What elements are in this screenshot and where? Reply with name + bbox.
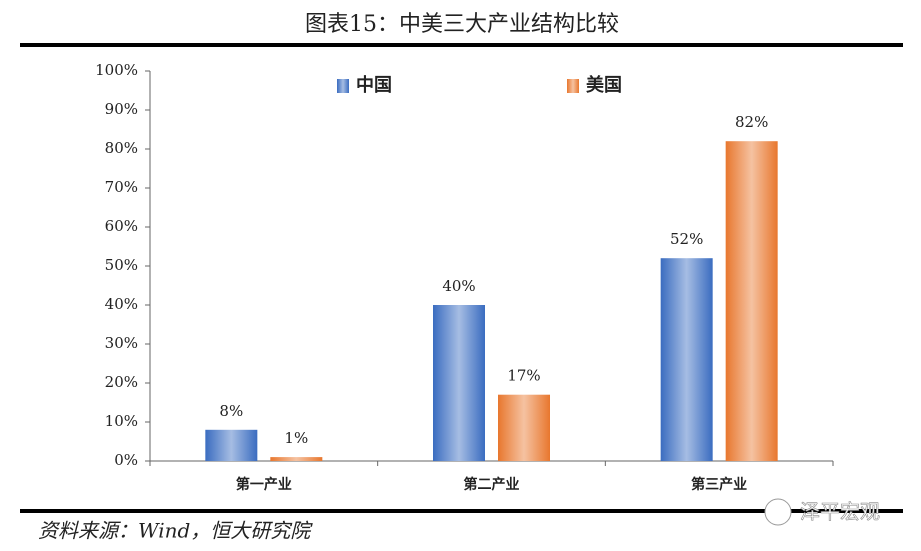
watermark: 泽平宏观 bbox=[800, 500, 880, 524]
value-label: 8% bbox=[219, 402, 243, 420]
bar bbox=[433, 305, 485, 461]
value-label: 52% bbox=[670, 230, 703, 248]
y-tick-label: 10% bbox=[105, 412, 138, 430]
y-tick-label: 70% bbox=[105, 178, 138, 196]
watermark-icon bbox=[764, 498, 792, 526]
x-tick-label: 第一产业 bbox=[236, 476, 292, 493]
y-tick-label: 0% bbox=[114, 451, 138, 469]
legend-label: 中国 bbox=[356, 74, 392, 96]
y-tick-label: 30% bbox=[105, 334, 138, 352]
source-note: 资料来源：Wind，恒大研究院 bbox=[38, 519, 313, 543]
value-label: 40% bbox=[442, 277, 475, 295]
y-tick-label: 60% bbox=[105, 217, 138, 235]
y-tick-label: 20% bbox=[105, 373, 138, 391]
y-tick-label: 80% bbox=[105, 139, 138, 157]
bar bbox=[725, 141, 778, 461]
y-tick-label: 100% bbox=[95, 61, 138, 79]
title-rule bbox=[20, 43, 903, 47]
bar bbox=[660, 258, 713, 461]
y-tick-label: 90% bbox=[105, 100, 138, 118]
value-label: 1% bbox=[284, 429, 308, 447]
bar bbox=[270, 457, 323, 461]
source-rule bbox=[20, 509, 903, 513]
bar bbox=[205, 429, 258, 461]
y-tick-label: 50% bbox=[105, 256, 138, 274]
legend-label: 美国 bbox=[586, 74, 622, 96]
value-label: 82% bbox=[735, 113, 768, 131]
x-tick-label: 第二产业 bbox=[464, 476, 520, 493]
value-label: 17% bbox=[507, 367, 540, 385]
legend-swatch bbox=[567, 79, 579, 93]
x-tick-label: 第三产业 bbox=[691, 476, 747, 493]
legend-swatch bbox=[337, 79, 349, 93]
chart-title: 图表15：中美三大产业结构比较 bbox=[305, 12, 619, 37]
y-tick-label: 40% bbox=[105, 295, 138, 313]
bar bbox=[498, 394, 550, 461]
